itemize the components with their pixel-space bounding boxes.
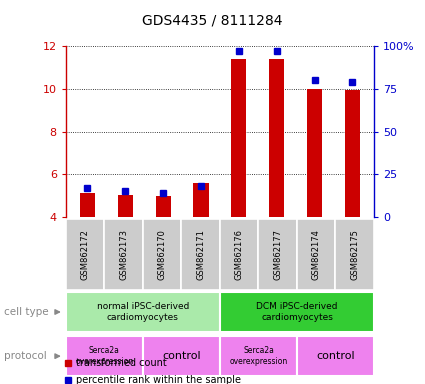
Bar	[156, 195, 171, 217]
Text: GSM862176: GSM862176	[235, 229, 244, 280]
Bar	[193, 183, 209, 217]
Text: normal iPSC-derived
cardiomyocytes: normal iPSC-derived cardiomyocytes	[97, 302, 189, 322]
Text: GDS4435 / 8111284: GDS4435 / 8111284	[142, 13, 283, 27]
Bar	[66, 292, 220, 332]
Text: Serca2a
overexpression: Serca2a overexpression	[230, 346, 288, 366]
Text: control: control	[316, 351, 355, 361]
Text: GSM862172: GSM862172	[81, 229, 90, 280]
Bar	[143, 336, 220, 376]
Text: GSM862175: GSM862175	[350, 229, 359, 280]
Bar	[181, 219, 220, 290]
Bar	[220, 219, 258, 290]
Bar	[258, 219, 297, 290]
Text: DCM iPSC-derived
cardiomyocytes: DCM iPSC-derived cardiomyocytes	[256, 302, 338, 322]
Bar	[345, 90, 360, 217]
Bar	[105, 219, 143, 290]
Text: cell type: cell type	[4, 307, 49, 317]
Bar	[220, 292, 374, 332]
Text: GSM862170: GSM862170	[158, 229, 167, 280]
Bar	[307, 89, 322, 217]
Bar	[231, 59, 246, 217]
Text: GSM862171: GSM862171	[196, 229, 205, 280]
Text: transformed count: transformed count	[76, 358, 167, 368]
Bar	[335, 219, 374, 290]
Text: protocol: protocol	[4, 351, 47, 361]
Bar	[118, 195, 133, 217]
Bar	[297, 219, 335, 290]
Text: GSM862173: GSM862173	[119, 229, 128, 280]
Bar	[80, 194, 95, 217]
Text: GSM862177: GSM862177	[273, 229, 282, 280]
Bar	[269, 59, 284, 217]
Text: control: control	[162, 351, 201, 361]
Bar	[297, 336, 374, 376]
Text: Serca2a
overexpression: Serca2a overexpression	[75, 346, 133, 366]
Bar	[143, 219, 181, 290]
Bar	[220, 336, 297, 376]
Bar	[66, 336, 143, 376]
Bar	[66, 219, 105, 290]
Text: GSM862174: GSM862174	[312, 229, 321, 280]
Text: percentile rank within the sample: percentile rank within the sample	[76, 375, 241, 384]
